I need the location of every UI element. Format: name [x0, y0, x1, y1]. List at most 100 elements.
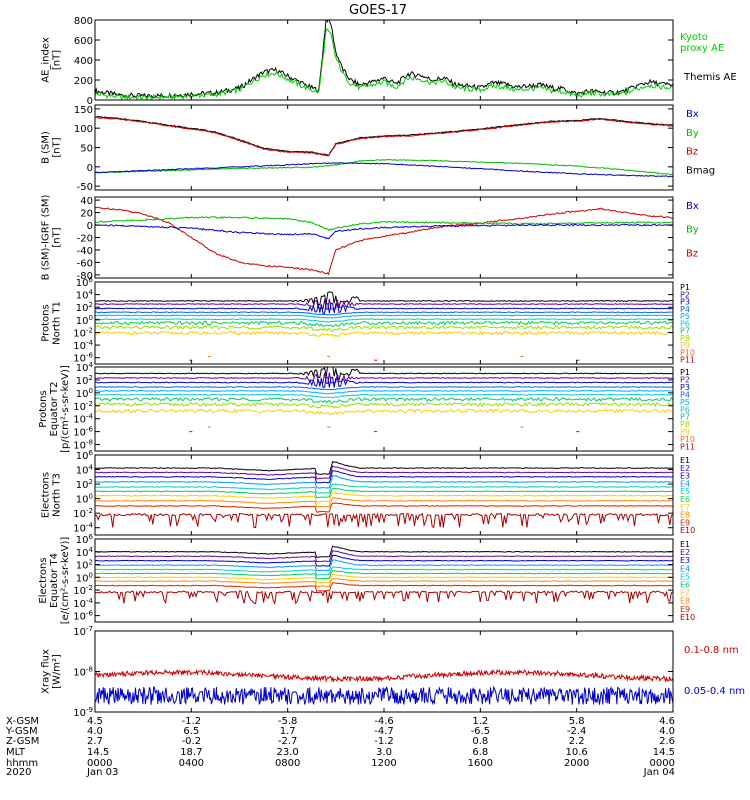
row-value: 2.6: [659, 736, 675, 747]
legend-e4: E4: [680, 479, 690, 488]
legend-e2: E2: [680, 464, 690, 473]
legend-p9: P9: [680, 428, 690, 437]
channel-p3: [95, 302, 673, 314]
panel-frame: [94, 366, 674, 452]
channel-e6: [95, 570, 673, 580]
row-value: Jan 03: [86, 767, 118, 778]
series-kyoto-proxy-ae: [95, 28, 673, 100]
channel-p6: [95, 393, 673, 399]
y-tick-label: 200: [74, 76, 93, 87]
y-axis-label: B (SM): [41, 131, 52, 164]
legend-e4: E4: [680, 564, 690, 573]
channel-e4: [95, 559, 673, 572]
channel-e9: [95, 502, 673, 513]
row-value: 14.5: [87, 747, 109, 758]
channel-e10: [95, 512, 673, 529]
legend-p5: P5: [680, 398, 690, 407]
row-value: 18.7: [180, 747, 202, 758]
legend-bx: Bx: [686, 201, 699, 212]
legend-by: By: [686, 225, 699, 236]
channel-e4: [95, 474, 673, 489]
row-value: 3.0: [376, 747, 392, 758]
y-tick-label: 10-4: [73, 339, 93, 352]
channel-p1: [95, 367, 673, 381]
legend-e2: E2: [680, 548, 690, 557]
series-bx: [95, 223, 673, 240]
channel-p4: [95, 386, 673, 391]
channel-p7: [95, 396, 673, 404]
row-value: 2.2: [569, 736, 585, 747]
y-tick-label: 10-2: [73, 326, 93, 339]
x-axis-row-x-gsm: X-GSM 4.5 -1.2 -5.8 -4.6 1.2 5.8 4.6: [6, 716, 675, 727]
y-tick-label: 10-8: [73, 666, 93, 679]
row-value: 1600: [468, 758, 493, 769]
plot-area: [95, 206, 673, 276]
legend-e3: E3: [680, 472, 690, 481]
channel-e7: [95, 491, 673, 503]
y-tick-label: 100: [76, 493, 93, 506]
y-tick-label: 0: [87, 96, 93, 107]
channel-p9: [95, 408, 673, 416]
legend-e5: E5: [680, 572, 690, 581]
y-tick-label: 104: [76, 546, 94, 559]
row-value: -5.8: [278, 716, 298, 727]
channel-p2: [95, 372, 673, 385]
channel-p5: [95, 389, 673, 395]
row-value: 4.0: [659, 726, 675, 737]
y-tick-label: 10-9: [73, 706, 93, 719]
y-axis-label: [nT]: [52, 50, 63, 70]
row-value: 0.8: [472, 736, 488, 747]
series-bx: [95, 162, 673, 178]
series-bz: [95, 206, 673, 276]
row-value: -0.2: [182, 736, 202, 747]
y-tick-label: 102: [76, 478, 93, 491]
y-tick-label: 104: [76, 361, 94, 374]
row-value: 23.0: [277, 747, 299, 758]
y-tick-label: 10-4: [73, 413, 93, 426]
plot-area: [95, 20, 673, 100]
y-axis-label: [e/(cm²-s-sr-keV)]: [60, 537, 71, 625]
legend-p10: P10: [680, 435, 695, 444]
channel-e9: [95, 582, 673, 592]
channel-e2: [95, 550, 673, 563]
legend-p5: P5: [680, 312, 690, 321]
legend-p2: P2: [680, 290, 690, 299]
row-value: 6.5: [183, 726, 199, 737]
y-axis-label: North T3: [52, 473, 63, 517]
y-tick-label: 20: [80, 209, 93, 220]
panel-igrf: -80 -60-40-20 020 40 B (SM)-IGRF (SM) [nT] Bx B…: [41, 195, 699, 282]
channel-p7: [95, 320, 673, 328]
legend-p11: P11: [680, 356, 695, 365]
row-value: -1.2: [182, 716, 202, 727]
legend-xray-long: 0.1-0.8 nm: [684, 645, 739, 656]
row-label: 2020: [6, 767, 31, 778]
y-tick-label: 10-6: [73, 352, 93, 365]
legend-proxy-ae: proxy AE: [680, 43, 724, 54]
legend-p2: P2: [680, 375, 690, 384]
legend-bx: Bx: [686, 109, 699, 120]
legend-e6: E6: [680, 581, 690, 590]
y-tick-label: 0: [87, 221, 93, 232]
legend-p8: P8: [680, 420, 690, 429]
panel-frame: [94, 454, 674, 536]
row-value: -4.7: [374, 726, 394, 737]
legend-p10: P10: [680, 348, 695, 357]
y-tick-label: 102: [76, 301, 93, 314]
series-by: [95, 158, 673, 176]
y-tick-label: 10-2: [73, 507, 93, 520]
y-tick-label: 10-6: [73, 426, 93, 439]
legend-e6: E6: [680, 495, 690, 504]
channel-e8: [95, 497, 673, 508]
series-themis-ae: [95, 20, 673, 99]
panel-frame: [94, 538, 674, 623]
y-axis-label: [nT]: [52, 137, 63, 157]
legend-p8: P8: [680, 334, 690, 343]
row-value: 2000: [564, 758, 589, 769]
y-tick-label: -60: [77, 258, 93, 269]
row-value: 0000: [87, 758, 112, 769]
plot-area: [95, 115, 673, 178]
y-axis-label: Protons: [38, 390, 49, 427]
y-tick-label: 400: [74, 56, 93, 67]
